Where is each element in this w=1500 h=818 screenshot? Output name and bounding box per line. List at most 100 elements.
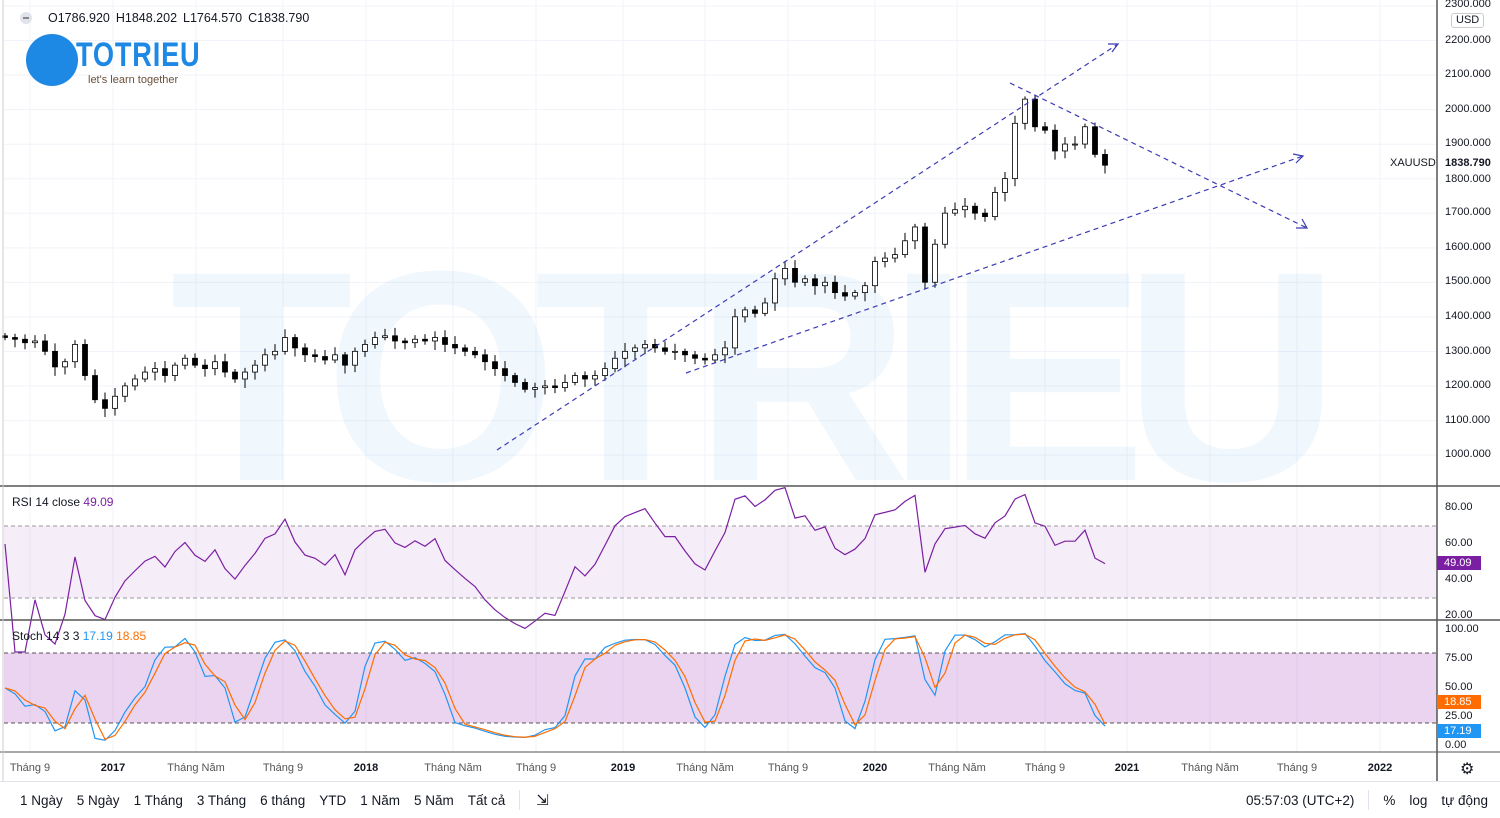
candle — [1092, 126, 1098, 155]
candle — [202, 364, 208, 370]
open-value: O1786.920 — [48, 11, 110, 25]
candle — [932, 243, 938, 283]
range-button[interactable]: 1 Năm — [360, 792, 400, 808]
time-tick: Tháng Năm — [1181, 762, 1239, 774]
candle — [162, 368, 168, 376]
chart-canvas[interactable]: TOTRIEU — [0, 0, 1500, 781]
stoch-tick: 75.00 — [1445, 652, 1473, 664]
candle — [762, 302, 768, 314]
logo-tagline: let's learn together — [88, 74, 179, 86]
time-tick: Tháng 9 — [767, 762, 809, 774]
price-tick: 1200.000 — [1445, 379, 1491, 392]
symbol-label: XAUUSD — [1390, 157, 1436, 169]
range-button[interactable]: 3 Tháng — [196, 792, 247, 808]
ohlc-legend: O1786.920 H1848.202 L1764.570 C1838.790 — [20, 11, 309, 25]
candle — [592, 375, 598, 380]
range-button[interactable]: 5 Năm — [413, 792, 454, 808]
trend-lines[interactable] — [496, 43, 1308, 451]
stoch-d-tag: 18.85 — [1437, 695, 1481, 709]
range-button[interactable]: 1 Tháng — [133, 792, 183, 808]
candle — [602, 368, 608, 376]
candle — [292, 337, 298, 349]
stoch-k-value: 17.19 — [82, 629, 113, 643]
candle — [802, 278, 808, 283]
candle — [302, 347, 308, 356]
candle — [732, 316, 738, 349]
bottom-toolbar: 1 Ngày 5 Ngày 1 Tháng 3 Tháng 6 tháng YTD 1 Nă… — [0, 781, 1500, 818]
candle — [392, 335, 398, 342]
candle — [132, 378, 138, 387]
percent-scale-button[interactable]: % — [1383, 792, 1396, 808]
candle — [282, 337, 288, 352]
candle — [342, 354, 348, 366]
candle — [492, 361, 498, 370]
time-tick: Tháng Năm — [676, 762, 734, 774]
range-button[interactable]: Tất cả — [467, 792, 506, 808]
time-tick: Tháng 9 — [9, 762, 51, 774]
candle — [52, 350, 58, 368]
candle — [1042, 126, 1048, 131]
stoch-tick: 0.00 — [1445, 739, 1467, 751]
price-tick: 2100.000 — [1445, 68, 1491, 81]
candle — [92, 375, 98, 401]
candle — [962, 205, 968, 211]
price-tick: 1700.000 — [1445, 206, 1491, 219]
price-tick: 1800.000 — [1445, 173, 1491, 185]
collapse-icon[interactable] — [20, 12, 32, 24]
candle — [502, 368, 508, 376]
stoch-tick: 25.00 — [1445, 710, 1473, 722]
candle — [982, 212, 988, 218]
price-tick: 1000.000 — [1445, 448, 1491, 461]
rsi-tick: 80.00 — [1445, 501, 1473, 513]
candle — [472, 350, 478, 356]
candle — [922, 226, 928, 283]
time-tick: 2019 — [610, 762, 636, 774]
rsi-line — [4, 486, 1106, 653]
candle — [1022, 98, 1028, 124]
auto-scale-button[interactable]: tự động — [1441, 792, 1488, 808]
candle — [332, 354, 338, 361]
range-button[interactable]: 5 Ngày — [76, 792, 120, 808]
price-tick: 1300.000 — [1445, 344, 1491, 357]
range-button[interactable]: 6 tháng — [260, 792, 306, 808]
candle — [512, 375, 518, 383]
price-tick: 1600.000 — [1445, 240, 1491, 253]
candle — [942, 212, 948, 245]
candle — [672, 350, 678, 353]
candle — [822, 281, 828, 287]
trend-line-lower — [685, 155, 1304, 374]
candle — [902, 240, 908, 256]
range-button[interactable]: 1 Ngày — [20, 792, 63, 808]
candle — [482, 354, 488, 363]
candle — [812, 278, 818, 287]
logo: TOTRIEU let's learn together — [26, 34, 232, 86]
candle — [1072, 143, 1078, 146]
candle — [832, 281, 838, 294]
log-scale-button[interactable]: log — [1409, 792, 1428, 808]
candle — [742, 309, 748, 318]
candle — [1082, 126, 1088, 145]
goto-date-icon[interactable]: ⇲ — [536, 792, 549, 809]
candle — [662, 347, 668, 352]
candle — [1002, 178, 1008, 193]
range-button[interactable]: YTD — [319, 792, 347, 808]
candle — [632, 347, 638, 352]
time-tick: 2021 — [1114, 762, 1140, 774]
candle — [1102, 154, 1108, 166]
candle — [22, 338, 28, 344]
settings-icon[interactable]: ⚙ — [1460, 761, 1475, 778]
candle — [232, 371, 238, 380]
low-value: L1764.570 — [183, 11, 243, 25]
stoch-label: Stoch 14 3 3 — [12, 629, 80, 643]
candle — [12, 337, 18, 340]
candle — [682, 350, 688, 356]
candle — [642, 344, 648, 349]
candle — [972, 205, 978, 214]
price-tick: 1100.000 — [1445, 413, 1491, 426]
candle — [882, 257, 888, 262]
candle — [402, 340, 408, 344]
candle — [252, 364, 258, 373]
currency-label[interactable]: USD — [1451, 13, 1485, 28]
time-tick: Tháng Năm — [928, 762, 986, 774]
candle — [532, 387, 538, 390]
